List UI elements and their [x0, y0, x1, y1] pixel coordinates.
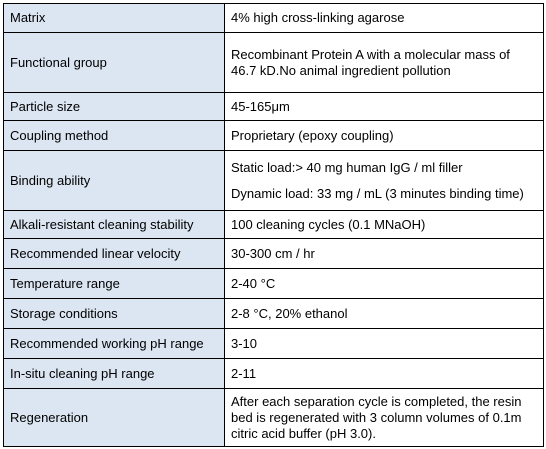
row-label: Storage conditions — [3, 298, 225, 329]
row-label: Temperature range — [3, 268, 225, 299]
row-value: 100 cleaning cycles (0.1 MNaOH) — [224, 210, 544, 239]
row-label: Coupling method — [3, 120, 225, 151]
value-line: 2-40 °C — [231, 275, 276, 291]
row-value: 30-300 cm / hr — [224, 238, 544, 269]
row-value: 2-11 — [224, 358, 544, 389]
row-value: 45-165μm — [224, 92, 544, 121]
row-value: 2-40 °C — [224, 268, 544, 299]
value-line: bed is regenerated with 3 column volumes… — [231, 409, 522, 425]
value-line: citric acid buffer (pH 3.0). — [231, 425, 376, 441]
row-label: Recommended linear velocity — [3, 238, 225, 269]
row-label: Binding ability — [3, 150, 225, 211]
row-value: 2-8 °C, 20% ethanol — [224, 298, 544, 329]
value-line: 45-165μm — [231, 98, 290, 114]
table-row: Coupling method Proprietary (epoxy coupli… — [3, 120, 544, 151]
row-label: Functional group — [3, 32, 225, 93]
value-line: 2-8 °C, 20% ethanol — [231, 305, 348, 321]
value-line: 3-10 — [231, 335, 258, 351]
row-label: Matrix — [3, 3, 225, 33]
row-value: Static load:> 40 mg human IgG / ml fille… — [224, 150, 544, 211]
value-line: Dynamic load: 33 mg / mL (3 minutes bind… — [231, 185, 524, 201]
row-label: Particle size — [3, 92, 225, 121]
table-row: Recommended working pH range 3-10 — [3, 328, 544, 359]
table-row: Particle size 45-165μm — [3, 92, 544, 121]
row-label: Alkali-resistant cleaning stability — [3, 210, 225, 239]
value-line: After each separation cycle is completed… — [231, 393, 522, 409]
table-row: In-situ cleaning pH range 2-11 — [3, 358, 544, 389]
table-row: Storage conditions 2-8 °C, 20% ethanol — [3, 298, 544, 329]
value-line: 100 cleaning cycles (0.1 MNaOH) — [231, 216, 426, 232]
spec-table: Matrix 4% high cross-linking agarose Funct… — [3, 3, 544, 447]
row-label: Regeneration — [3, 388, 225, 447]
row-value: After each separation cycle is completed… — [224, 388, 544, 447]
row-label: In-situ cleaning pH range — [3, 358, 225, 389]
value-line: Static load:> 40 mg human IgG / ml fille… — [231, 159, 463, 175]
table-row: Alkali-resistant cleaning stability 100 c… — [3, 210, 544, 239]
value-line: Proprietary (epoxy coupling) — [231, 127, 394, 143]
row-label: Recommended working pH range — [3, 328, 225, 359]
row-value: Recombinant Protein A with a molecular m… — [224, 32, 544, 93]
table-row: Recommended linear velocity 30-300 cm / h… — [3, 238, 544, 269]
table-row: Temperature range 2-40 °C — [3, 268, 544, 299]
table-row: Binding ability Static load:> 40 mg human… — [3, 150, 544, 211]
value-line: Recombinant Protein A with a molecular m… — [231, 46, 510, 62]
value-line: 2-11 — [231, 365, 257, 381]
table-row: Matrix 4% high cross-linking agarose — [3, 3, 544, 33]
row-value: 4% high cross-linking agarose — [224, 3, 544, 33]
table-row: Functional group Recombinant Protein A wi… — [3, 32, 544, 93]
value-line: 46.7 kD.No animal ingredient pollution — [231, 62, 451, 78]
value-line: 30-300 cm / hr — [231, 245, 315, 261]
table-row: Regeneration After each separation cycle … — [3, 388, 544, 447]
row-value: Proprietary (epoxy coupling) — [224, 120, 544, 151]
row-value: 3-10 — [224, 328, 544, 359]
value-line: 4% high cross-linking agarose — [231, 10, 405, 25]
